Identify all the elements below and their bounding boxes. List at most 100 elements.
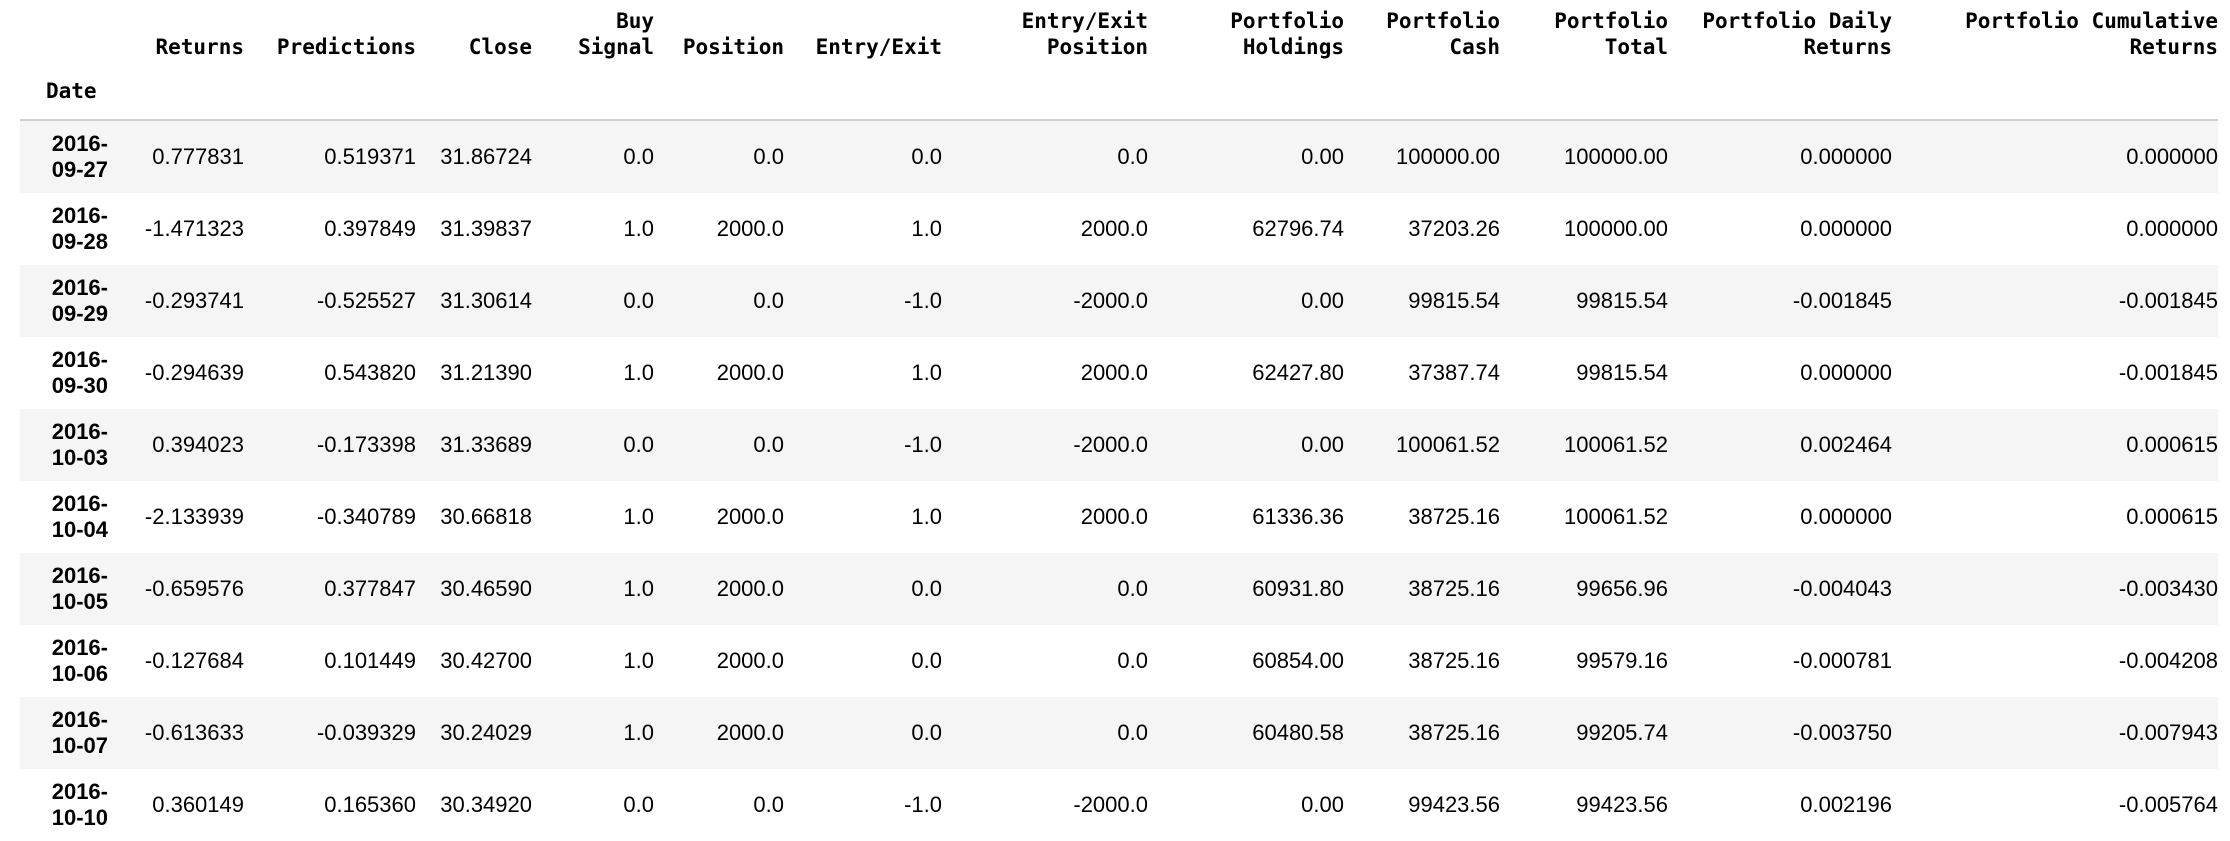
cell-portfolio-daily-returns: -0.001845 bbox=[1792, 288, 1892, 313]
column-header-label: Portfolio bbox=[1230, 9, 1344, 33]
cell-portfolio-cash: 38725.16 bbox=[1408, 576, 1500, 601]
index-row-blank bbox=[1668, 63, 1892, 121]
cell-close: 31.86724 bbox=[440, 144, 532, 169]
cell-portfolio-cash: 37387.74 bbox=[1408, 360, 1500, 385]
cell-entry-exit-position: -2000.0 bbox=[1073, 792, 1148, 817]
cell-returns: -0.293741 bbox=[144, 288, 244, 313]
column-header-returns: Returns bbox=[114, 0, 244, 63]
cell-buy-signal: 1.0 bbox=[623, 576, 654, 601]
cell-entry-exit: -1.0 bbox=[904, 288, 942, 313]
table-row: 2016- 10-05 -0.659576 0.377847 30.46590 1.0 20… bbox=[20, 553, 2218, 625]
column-header-portfolio-cash: Portfolio Cash bbox=[1344, 0, 1500, 63]
column-header-label: Portfolio bbox=[1554, 9, 1668, 33]
date-part: 10-03 bbox=[51, 445, 108, 470]
cell-portfolio-cumulative-returns: -0.001845 bbox=[2118, 360, 2218, 385]
cell-portfolio-holdings: 60931.80 bbox=[1252, 576, 1344, 601]
cell-portfolio-cumulative-returns: -0.004208 bbox=[2118, 648, 2218, 673]
index-row-blank bbox=[1344, 63, 1500, 121]
column-header-label: Total bbox=[1604, 35, 1668, 59]
cell-portfolio-holdings: 62796.74 bbox=[1252, 216, 1344, 241]
cell-predictions: 0.165360 bbox=[324, 792, 416, 817]
row-index-date: 2016- 09-27 bbox=[20, 120, 114, 193]
cell-predictions: 0.397849 bbox=[324, 216, 416, 241]
cell-position: 2000.0 bbox=[716, 216, 784, 241]
cell-returns: -2.133939 bbox=[144, 504, 244, 529]
cell-buy-signal: 0.0 bbox=[623, 432, 654, 457]
cell-entry-exit: 1.0 bbox=[911, 504, 942, 529]
row-index-date: 2016- 10-06 bbox=[20, 625, 114, 697]
cell-position: 2000.0 bbox=[716, 504, 784, 529]
cell-portfolio-cash: 100000.00 bbox=[1396, 144, 1500, 169]
cell-entry-exit: 0.0 bbox=[911, 720, 942, 745]
cell-close: 30.34920 bbox=[440, 792, 532, 817]
date-part: 2016- bbox=[51, 347, 108, 372]
row-index-date: 2016- 09-29 bbox=[20, 265, 114, 337]
index-row-blank bbox=[1500, 63, 1668, 121]
table-row: 2016- 10-04 -2.133939 -0.340789 30.66818 1.0 2… bbox=[20, 481, 2218, 553]
column-header-entry-exit-position: Entry/Exit Position bbox=[942, 0, 1148, 63]
column-header-entry-exit: Entry/Exit bbox=[784, 0, 942, 63]
cell-predictions: -0.173398 bbox=[316, 432, 416, 457]
date-part: 10-10 bbox=[51, 805, 108, 830]
cell-position: 2000.0 bbox=[716, 720, 784, 745]
cell-portfolio-holdings: 61336.36 bbox=[1252, 504, 1344, 529]
cell-portfolio-total: 99423.56 bbox=[1576, 792, 1668, 817]
column-header-label: Returns bbox=[2129, 35, 2218, 59]
cell-predictions: 0.101449 bbox=[324, 648, 416, 673]
column-header-label: Buy bbox=[616, 9, 654, 33]
cell-portfolio-holdings: 62427.80 bbox=[1252, 360, 1344, 385]
cell-portfolio-holdings: 0.00 bbox=[1301, 288, 1344, 313]
cell-portfolio-cash: 100061.52 bbox=[1396, 432, 1500, 457]
cell-entry-exit-position: 0.0 bbox=[1117, 720, 1148, 745]
cell-position: 2000.0 bbox=[716, 648, 784, 673]
cell-close: 31.33689 bbox=[440, 432, 532, 457]
column-header-label: Returns bbox=[1803, 35, 1892, 59]
index-row-blank bbox=[1148, 63, 1344, 121]
cell-portfolio-cumulative-returns: 0.000000 bbox=[2126, 216, 2218, 241]
cell-portfolio-daily-returns: 0.000000 bbox=[1800, 360, 1892, 385]
cell-entry-exit-position: 2000.0 bbox=[1080, 360, 1148, 385]
cell-position: 2000.0 bbox=[716, 576, 784, 601]
cell-returns: -0.294639 bbox=[144, 360, 244, 385]
cell-buy-signal: 0.0 bbox=[623, 288, 654, 313]
cell-entry-exit-position: 0.0 bbox=[1117, 648, 1148, 673]
column-header-portfolio-holdings: Portfolio Holdings bbox=[1148, 0, 1344, 63]
cell-portfolio-holdings: 60480.58 bbox=[1252, 720, 1344, 745]
table-row: 2016- 10-06 -0.127684 0.101449 30.42700 1.0 20… bbox=[20, 625, 2218, 697]
cell-close: 31.21390 bbox=[440, 360, 532, 385]
cell-portfolio-daily-returns: 0.000000 bbox=[1800, 504, 1892, 529]
column-header-label: Close bbox=[468, 35, 532, 59]
cell-predictions: -0.340789 bbox=[316, 504, 416, 529]
cell-portfolio-cash: 99815.54 bbox=[1408, 288, 1500, 313]
cell-buy-signal: 0.0 bbox=[623, 792, 654, 817]
cell-buy-signal: 1.0 bbox=[623, 720, 654, 745]
cell-portfolio-cash: 38725.16 bbox=[1408, 648, 1500, 673]
table-row: 2016- 10-07 -0.613633 -0.039329 30.24029 1.0 2… bbox=[20, 697, 2218, 769]
column-header-label: Portfolio Daily bbox=[1702, 9, 1892, 33]
column-header-label: Position bbox=[682, 35, 784, 59]
cell-close: 30.42700 bbox=[440, 648, 532, 673]
date-part: 2016- bbox=[51, 779, 108, 804]
cell-entry-exit-position: 2000.0 bbox=[1080, 216, 1148, 241]
cell-portfolio-holdings: 0.00 bbox=[1301, 144, 1344, 169]
date-part: 09-29 bbox=[51, 301, 108, 326]
column-header-row: Returns Predictions Close Buy Signal Position… bbox=[20, 0, 2218, 63]
cell-position: 0.0 bbox=[753, 432, 784, 457]
cell-portfolio-cash: 38725.16 bbox=[1408, 504, 1500, 529]
cell-portfolio-total: 99656.96 bbox=[1576, 576, 1668, 601]
cell-portfolio-cumulative-returns: 0.000000 bbox=[2126, 144, 2218, 169]
index-row-blank bbox=[654, 63, 784, 121]
index-row-blank bbox=[942, 63, 1148, 121]
column-header-label: Holdings bbox=[1242, 35, 1344, 59]
date-part: 2016- bbox=[51, 419, 108, 444]
cell-entry-exit-position: 2000.0 bbox=[1080, 504, 1148, 529]
cell-predictions: 0.377847 bbox=[324, 576, 416, 601]
column-header-label: Cash bbox=[1449, 35, 1500, 59]
date-part: 2016- bbox=[51, 275, 108, 300]
cell-portfolio-total: 99815.54 bbox=[1576, 360, 1668, 385]
cell-portfolio-cumulative-returns: -0.007943 bbox=[2118, 720, 2218, 745]
cell-portfolio-cumulative-returns: 0.000615 bbox=[2126, 504, 2218, 529]
cell-portfolio-cumulative-returns: -0.005764 bbox=[2118, 792, 2218, 817]
cell-portfolio-total: 100000.00 bbox=[1564, 144, 1668, 169]
cell-portfolio-total: 99815.54 bbox=[1576, 288, 1668, 313]
